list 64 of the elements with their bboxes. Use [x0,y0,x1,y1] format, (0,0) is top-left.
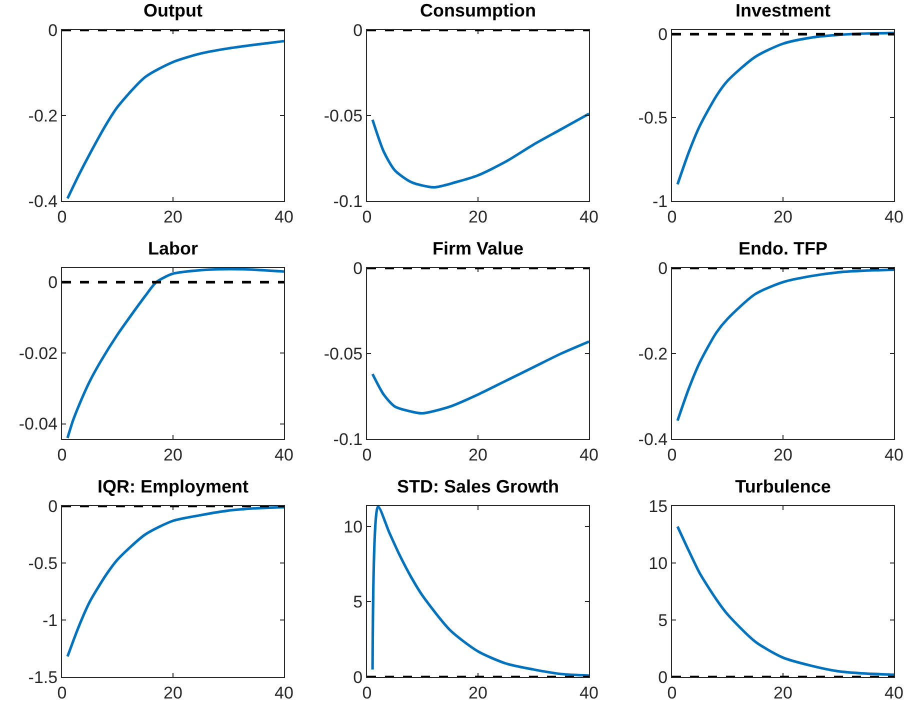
chart-title: Investment [735,0,831,21]
chart-title: Turbulence [735,476,831,497]
x-tick-label: 20 [774,445,792,464]
line-series [371,340,589,415]
x-tick-label: 20 [468,683,488,702]
x-tick-label: 40 [884,683,904,702]
y-tick-label: 0 [658,258,668,278]
y-tick-label: 0 [48,496,58,516]
x-tick-label: 20 [164,207,182,226]
y-tick-label: -0.2 [638,344,668,364]
y-tick-label: 0 [658,25,668,44]
y-tick-label: -0.5 [28,554,58,573]
y-tick-label: -0.05 [324,106,363,126]
chart-title: STD: Sales Growth [396,476,560,497]
y-tick-label: -0.4 [28,192,58,211]
y-tick-label: 0 [658,668,668,687]
line-series [371,112,589,189]
line-series [371,506,589,677]
y-tick-label: 0 [353,668,363,687]
y-tick-label: 15 [648,496,668,516]
x-tick-label: 40 [274,207,294,226]
y-tick-label: -0.04 [18,414,58,434]
x-tick-label: 40 [580,683,598,702]
line-series [66,40,284,200]
y-tick-label: 5 [658,610,668,630]
x-tick-label: 20 [468,207,488,226]
y-tick-label: 5 [353,592,363,612]
y-tick-label: 10 [344,517,363,536]
y-tick-label: 0 [48,20,58,40]
y-tick-label: -0.2 [28,106,58,126]
x-tick-label: 40 [274,683,294,702]
y-tick-label: -0.5 [638,108,668,128]
line-series [66,506,284,658]
chart-title: Consumption [420,0,536,21]
chart-title: Output [144,0,202,21]
y-tick-label: -0.1 [333,430,363,449]
x-tick-label: 40 [884,445,904,464]
y-tick-label: -0.4 [638,430,668,449]
chart-title: IQR: Employment [97,476,249,497]
chart-title: Firm Value [432,238,524,259]
x-tick-label: 20 [164,683,182,702]
y-tick-label: 10 [648,554,668,573]
y-tick-label: -0.05 [324,344,363,364]
x-tick-label: 40 [580,207,598,226]
x-tick-label: 20 [774,207,792,226]
x-tick-label: 40 [274,445,294,464]
x-tick-label: 20 [164,445,182,464]
y-tick-label: -1 [652,192,668,211]
x-tick-label: 20 [774,683,792,702]
y-tick-label: -0.02 [18,344,58,363]
y-tick-label: -1.5 [28,668,58,687]
y-tick-label: 0 [48,273,58,292]
line-series [66,268,284,439]
y-tick-label: 0 [353,258,363,278]
x-tick-label: 40 [580,445,598,464]
x-tick-label: 40 [884,207,904,226]
y-tick-label: 0 [353,20,363,40]
x-tick-label: 20 [468,445,488,464]
chart-title: Endo. TFP [738,238,828,259]
line-series [676,525,894,676]
y-tick-label: -1 [42,610,58,630]
chart-title: Labor [148,238,198,259]
line-series [676,268,894,422]
y-tick-label: -0.1 [333,192,363,211]
